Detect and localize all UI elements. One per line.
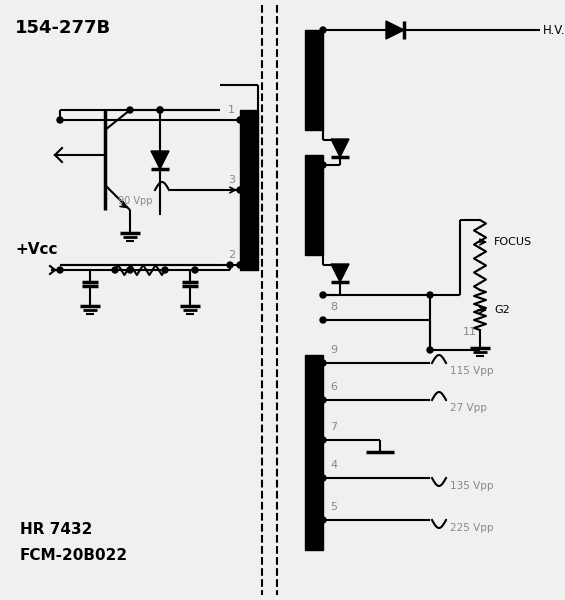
Circle shape [307,164,313,170]
Text: 8: 8 [330,302,337,312]
Circle shape [307,502,313,508]
Circle shape [427,292,433,298]
Circle shape [192,267,198,273]
Circle shape [307,367,313,373]
Bar [240,110,258,270]
Text: 9: 9 [330,345,337,355]
Circle shape [237,262,243,268]
Circle shape [320,317,326,323]
Polygon shape [151,151,169,169]
Polygon shape [386,21,404,39]
Polygon shape [331,264,349,282]
Circle shape [227,262,233,268]
Bar [305,30,323,130]
Circle shape [320,397,326,403]
Text: H.V.: H.V. [543,23,565,37]
Circle shape [427,347,433,353]
Circle shape [57,117,63,123]
Circle shape [162,267,168,273]
Circle shape [307,39,313,45]
Circle shape [320,437,326,443]
Circle shape [307,412,313,418]
Bar [305,155,323,255]
Circle shape [157,107,163,113]
Text: 135 Vpp: 135 Vpp [450,481,493,491]
Circle shape [320,517,326,523]
Text: 5: 5 [330,502,337,512]
Text: HR 7432: HR 7432 [20,523,92,538]
Text: 2: 2 [228,250,235,260]
Text: 225 Vpp: 225 Vpp [450,523,493,533]
Circle shape [157,107,163,113]
Circle shape [57,267,63,273]
Text: 11: 11 [463,327,477,337]
Text: 27 Vpp: 27 Vpp [450,403,487,413]
Text: 7: 7 [330,422,337,432]
Circle shape [237,117,243,123]
Text: 6: 6 [330,382,337,392]
Circle shape [320,292,326,298]
Text: 154-277B: 154-277B [15,19,111,37]
Circle shape [112,267,118,273]
Text: 115 Vpp: 115 Vpp [450,366,493,376]
Text: 4: 4 [330,460,337,470]
Text: FOCUS: FOCUS [494,237,532,247]
Text: FCM-20B022: FCM-20B022 [20,547,128,563]
Polygon shape [331,139,349,157]
Circle shape [320,27,326,33]
Circle shape [320,475,326,481]
Circle shape [320,162,326,168]
Text: 90 Vpp: 90 Vpp [118,196,152,206]
Text: +Vcc: +Vcc [15,242,58,257]
Circle shape [320,360,326,366]
Text: 3: 3 [228,175,235,185]
Circle shape [237,187,243,193]
Circle shape [127,107,133,113]
Circle shape [307,457,313,463]
Circle shape [127,267,133,273]
Bar [305,355,323,550]
Text: G2: G2 [494,305,510,315]
Text: 1: 1 [228,105,235,115]
